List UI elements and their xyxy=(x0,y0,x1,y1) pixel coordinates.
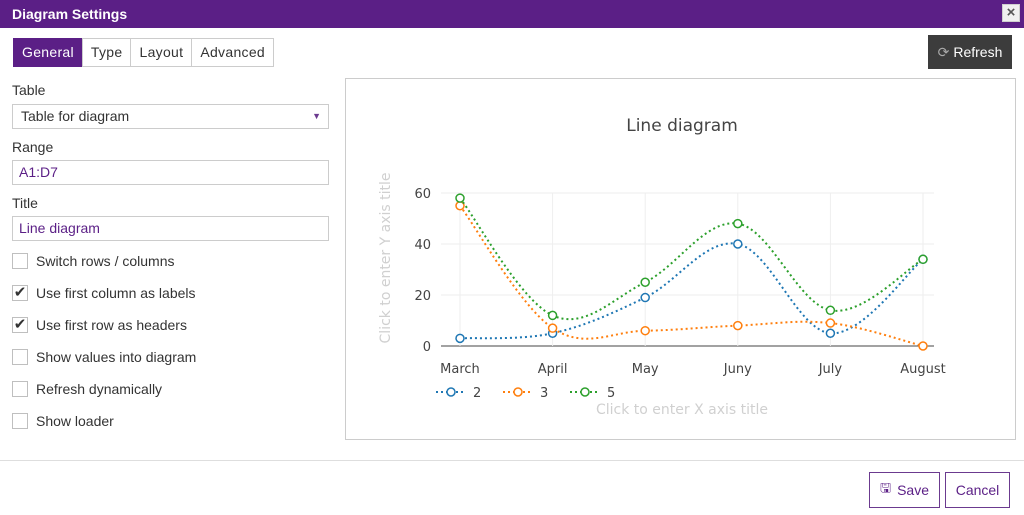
series-line xyxy=(459,242,924,340)
checkmark-icon: ✔ xyxy=(13,283,27,301)
y-tick-label: 40 xyxy=(414,238,431,253)
checkbox-switch-rows[interactable] xyxy=(12,252,28,269)
checkbox-show-values[interactable] xyxy=(12,348,28,365)
checkbox-label: Switch rows / columns xyxy=(36,252,175,269)
range-input[interactable]: A1:D7 xyxy=(12,160,329,185)
checkbox-first-row-headers[interactable]: ✔ xyxy=(12,315,28,333)
data-point xyxy=(733,320,743,331)
title-bar: Diagram Settings × xyxy=(0,0,1024,28)
data-point xyxy=(825,328,836,338)
chevron-down-icon: ▼ xyxy=(312,111,321,121)
save-label: Save xyxy=(897,482,929,498)
data-point xyxy=(733,239,743,249)
chart-preview: Line diagram 0 20 40 60 March April May Juny Ju… xyxy=(345,78,1016,440)
x-tick-label: August xyxy=(900,362,946,377)
checkbox-label: Use first row as headers xyxy=(36,316,187,333)
x-tick-label: April xyxy=(538,362,568,377)
tab-advanced[interactable]: Advanced xyxy=(191,38,274,67)
title-label: Title xyxy=(12,195,38,211)
checkbox-first-column-labels[interactable]: ✔ xyxy=(12,283,28,301)
chart-title[interactable]: Line diagram xyxy=(626,116,738,136)
legend-label: 5 xyxy=(607,386,615,401)
legend-marker xyxy=(446,387,456,397)
checkbox-show-loader[interactable] xyxy=(12,412,28,429)
chart-legend: 2 3 5 xyxy=(436,386,615,401)
data-point xyxy=(825,305,836,316)
checkbox-row-switch-rows: Switch rows / columns xyxy=(12,252,174,269)
x-tick-label: May xyxy=(632,362,659,377)
data-point xyxy=(455,333,465,344)
tab-type[interactable]: Type xyxy=(81,38,132,67)
save-icon: 🖫 xyxy=(880,480,892,495)
close-icon[interactable]: × xyxy=(1002,4,1020,22)
y-tick-label: 20 xyxy=(414,289,431,304)
checkbox-label: Use first column as labels xyxy=(36,284,196,301)
checkmark-icon: ✔ xyxy=(13,315,27,333)
refresh-label: Refresh xyxy=(953,44,1003,60)
y-axis: 0 20 40 60 xyxy=(414,187,431,355)
tab-layout[interactable]: Layout xyxy=(130,38,193,67)
data-point xyxy=(918,341,928,351)
cancel-button[interactable]: Cancel xyxy=(945,472,1010,508)
refresh-icon: ⟳ xyxy=(937,43,950,60)
cancel-label: Cancel xyxy=(955,482,1000,498)
checkbox-label: Show loader xyxy=(36,412,114,429)
x-tick-label: July xyxy=(818,362,843,377)
chart-series xyxy=(455,193,928,351)
data-point xyxy=(825,318,836,328)
legend-label: 2 xyxy=(473,386,481,401)
line-chart: Line diagram 0 20 40 60 March April May Juny Ju… xyxy=(378,116,946,418)
data-point xyxy=(918,254,928,265)
data-point xyxy=(547,323,558,333)
table-select-value: Table for diagram xyxy=(21,108,130,124)
checkbox-label: Refresh dynamically xyxy=(36,380,163,397)
legend-marker xyxy=(513,387,523,397)
checkbox-row-show-values: Show values into diagram xyxy=(12,348,196,365)
chart-grid xyxy=(441,192,934,347)
legend-label: 3 xyxy=(540,386,548,401)
title-input[interactable]: Line diagram xyxy=(12,216,329,241)
x-tick-label: Juny xyxy=(723,362,752,377)
checkbox-row-first-row: ✔ Use first row as headers xyxy=(12,316,187,333)
tab-bar: General Type Layout Advanced xyxy=(13,38,274,67)
checkbox-row-first-column: ✔ Use first column as labels xyxy=(12,284,196,301)
data-point xyxy=(640,325,650,336)
checkbox-label: Show values into diagram xyxy=(36,348,197,365)
data-point xyxy=(640,292,650,303)
range-label: Range xyxy=(12,139,54,155)
table-select[interactable]: Table for diagram ▼ xyxy=(12,104,329,129)
y-axis-title[interactable]: Click to enter Y axis title xyxy=(378,173,394,344)
window-title: Diagram Settings xyxy=(12,6,128,22)
data-point xyxy=(640,277,650,287)
checkbox-row-show-loader: Show loader xyxy=(12,412,114,429)
data-point xyxy=(547,310,558,321)
y-tick-label: 60 xyxy=(414,187,431,202)
tab-general[interactable]: General xyxy=(13,38,83,67)
series-line xyxy=(459,205,924,347)
checkbox-refresh-dynamically[interactable] xyxy=(12,380,28,397)
data-point xyxy=(455,193,465,203)
x-axis: March April May Juny July August xyxy=(440,362,946,377)
y-tick-label: 0 xyxy=(423,340,431,355)
series-line xyxy=(459,197,924,321)
save-button[interactable]: 🖫 Save xyxy=(869,472,940,508)
x-tick-label: March xyxy=(440,362,480,377)
checkbox-row-refresh-dynamically: Refresh dynamically xyxy=(12,380,162,397)
legend-marker xyxy=(580,387,590,397)
footer-divider xyxy=(0,460,1024,461)
table-label: Table xyxy=(12,82,46,98)
refresh-button[interactable]: ⟳ Refresh xyxy=(928,35,1012,69)
data-point xyxy=(733,218,743,229)
x-axis-title[interactable]: Click to enter X axis title xyxy=(596,402,768,418)
